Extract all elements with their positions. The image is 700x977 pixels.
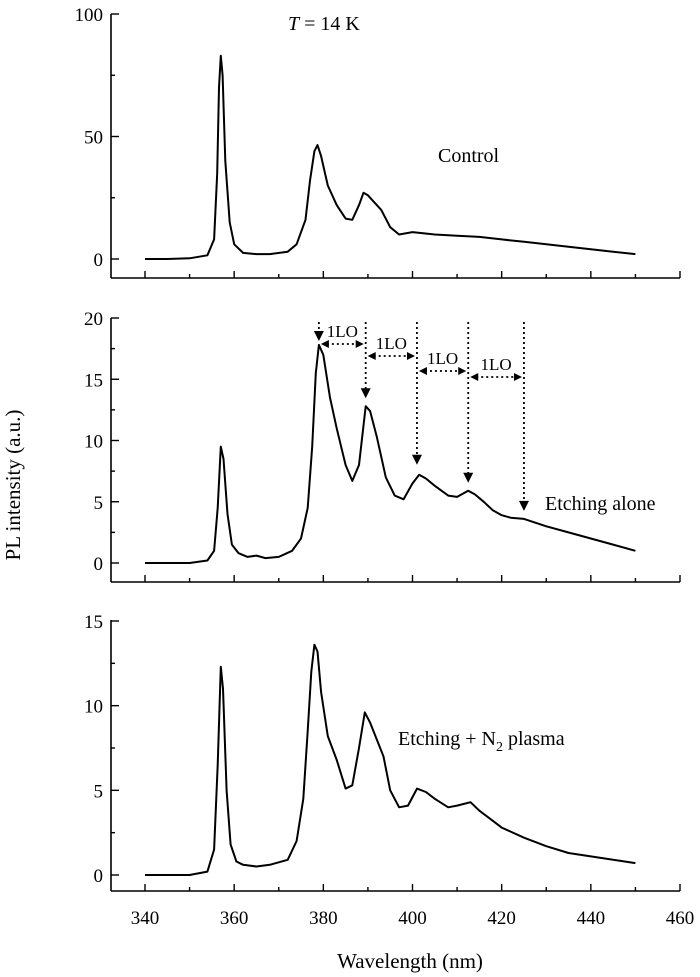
spectrum-line xyxy=(145,643,636,876)
series-label-control: Control xyxy=(438,145,500,167)
temperature-annotation: T = 14 K xyxy=(288,13,360,35)
phonon-label: 1LO xyxy=(427,349,458,368)
series-label-etching-n2-plasma: Etching + N2 plasma xyxy=(398,728,565,755)
y-tick-label: 5 xyxy=(94,493,104,514)
y-tick-label: 15 xyxy=(84,612,103,633)
down-arrowhead xyxy=(360,388,371,399)
y-tick-label: 15 xyxy=(84,370,103,391)
x-tick-label: 440 xyxy=(577,908,606,929)
left-arrowhead xyxy=(470,373,479,381)
y-tick-label: 10 xyxy=(84,697,103,718)
x-tick-label: 420 xyxy=(487,908,516,929)
y-tick-label: 0 xyxy=(94,866,104,887)
right-arrowhead xyxy=(513,373,522,381)
y-tick-label: 0 xyxy=(94,554,104,575)
series-label-etching-alone: Etching alone xyxy=(545,493,656,515)
phonon-label: 1LO xyxy=(376,334,407,353)
right-arrowhead xyxy=(458,367,467,375)
right-arrowhead xyxy=(406,352,415,360)
y-tick-label: 5 xyxy=(94,781,104,802)
x-tick-label: 380 xyxy=(309,908,338,929)
phonon-label: 1LO xyxy=(327,322,358,341)
phonon-label: 1LO xyxy=(481,355,512,374)
down-arrowhead xyxy=(518,500,529,511)
temperature-value: = 14 K xyxy=(299,13,360,35)
x-axis-title: Wavelength (nm) xyxy=(337,949,483,973)
spectrum-line xyxy=(145,343,636,564)
y-tick-label: 20 xyxy=(84,309,103,330)
spectrum-line xyxy=(145,54,636,260)
y-tick-label: 0 xyxy=(94,250,104,271)
y-tick-label: 10 xyxy=(84,432,103,453)
left-arrowhead xyxy=(320,340,329,348)
panel-control: 0 50 100 xyxy=(75,5,681,279)
y-axis-title: PL intensity (a.u.) xyxy=(1,410,25,561)
right-arrowhead xyxy=(355,340,364,348)
panel-etching-n2-plasma: 0 5 10 15 340 360 380 400 420 440 460 xyxy=(84,612,694,929)
down-arrowhead xyxy=(463,472,474,483)
left-arrowhead xyxy=(367,352,376,360)
x-tick-label: 360 xyxy=(220,908,249,929)
x-tick-label: 340 xyxy=(131,908,160,929)
left-arrowhead xyxy=(418,367,427,375)
y-tick-label: 50 xyxy=(84,128,103,149)
x-tick-label: 460 xyxy=(666,908,695,929)
x-tick-label: 400 xyxy=(398,908,427,929)
temperature-symbol: T xyxy=(288,13,301,35)
y-tick-label: 100 xyxy=(75,5,104,26)
panel-etching-alone: 0 5 10 15 20 1LO 1LO 1LO 1LO xyxy=(84,309,681,583)
down-arrowhead xyxy=(411,454,422,465)
down-arrowhead xyxy=(313,330,324,341)
